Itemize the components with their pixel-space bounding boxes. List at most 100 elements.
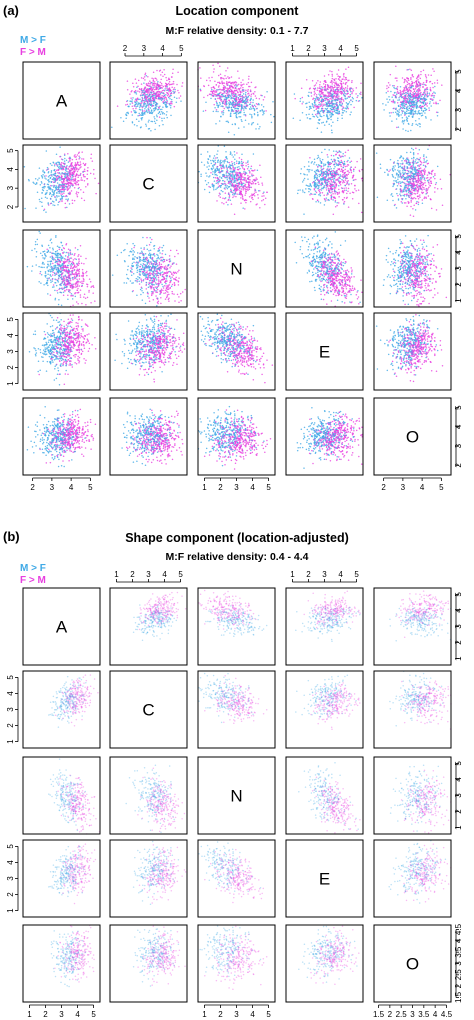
data-point (317, 117, 319, 119)
data-point (320, 202, 322, 204)
data-point (388, 87, 390, 89)
data-point (138, 113, 140, 115)
data-point (165, 77, 167, 79)
data-point (340, 184, 342, 186)
data-point (320, 160, 322, 162)
data-point (310, 92, 312, 94)
data-point (409, 88, 411, 90)
data-point (50, 163, 52, 165)
data-point (78, 165, 80, 167)
data-point (247, 89, 249, 91)
data-point (231, 154, 233, 156)
data-point (209, 192, 211, 194)
data-point (258, 184, 260, 186)
data-point (320, 184, 322, 186)
data-point (221, 81, 223, 83)
data-point (341, 168, 343, 170)
data-point (406, 77, 408, 79)
data-point (235, 110, 237, 112)
data-point (213, 161, 215, 163)
data-point (61, 201, 63, 203)
data-point (68, 198, 70, 200)
data-point (395, 95, 397, 97)
data-point (426, 87, 428, 89)
data-point (84, 176, 86, 178)
data-point (338, 202, 340, 204)
data-point (148, 82, 150, 84)
data-point (262, 110, 264, 112)
data-point (244, 100, 246, 102)
data-point (333, 213, 335, 215)
data-point (318, 107, 320, 109)
data-point (235, 171, 237, 173)
data-point (332, 78, 334, 80)
data-point (242, 84, 244, 86)
data-point (315, 180, 317, 182)
data-point (338, 95, 340, 97)
data-point (348, 164, 350, 166)
data-point (342, 170, 344, 172)
data-point (64, 175, 66, 177)
data-point (333, 108, 335, 110)
data-point (142, 112, 144, 114)
data-point (39, 167, 41, 169)
data-point (354, 185, 356, 187)
data-point (233, 92, 235, 94)
data-point (83, 158, 85, 160)
data-point (349, 192, 351, 194)
data-point (148, 111, 150, 113)
data-point (314, 103, 316, 105)
data-point (416, 83, 418, 85)
data-point (420, 85, 422, 87)
data-point (66, 171, 68, 173)
data-point (389, 169, 391, 171)
data-point (330, 119, 332, 121)
data-point (56, 196, 58, 198)
data-point (323, 103, 325, 105)
data-point (249, 94, 251, 96)
data-point (328, 149, 330, 151)
data-point (252, 105, 254, 107)
data-point (390, 91, 392, 93)
data-point (59, 184, 61, 186)
data-point (319, 114, 321, 116)
data-point (327, 105, 329, 107)
data-point (350, 166, 352, 168)
data-point (330, 116, 332, 118)
data-point (241, 85, 243, 87)
data-point (315, 99, 317, 101)
data-point (336, 183, 338, 185)
data-point (415, 120, 417, 122)
data-point (414, 98, 416, 100)
data-point (339, 89, 341, 91)
data-point (333, 150, 335, 152)
data-point (58, 193, 60, 195)
data-point (416, 180, 418, 182)
data-point (343, 187, 345, 189)
data-point (320, 103, 322, 105)
data-point (400, 94, 402, 96)
data-point (411, 125, 413, 127)
data-point (331, 130, 333, 132)
data-point (339, 76, 341, 78)
data-point (216, 109, 218, 111)
data-point (222, 102, 224, 104)
data-point (241, 121, 243, 123)
data-point (168, 83, 170, 85)
data-point (420, 78, 422, 80)
data-point (336, 202, 338, 204)
data-point (397, 185, 399, 187)
data-point (426, 91, 428, 93)
data-point (59, 191, 61, 193)
data-point (217, 161, 219, 163)
data-point (66, 195, 68, 197)
data-point (132, 105, 134, 107)
data-point (259, 207, 261, 209)
data-point (311, 161, 313, 163)
data-point (57, 204, 59, 206)
data-point (319, 102, 321, 104)
data-point (56, 164, 58, 166)
data-point (229, 171, 231, 173)
data-point (71, 162, 73, 164)
data-point (239, 94, 241, 96)
